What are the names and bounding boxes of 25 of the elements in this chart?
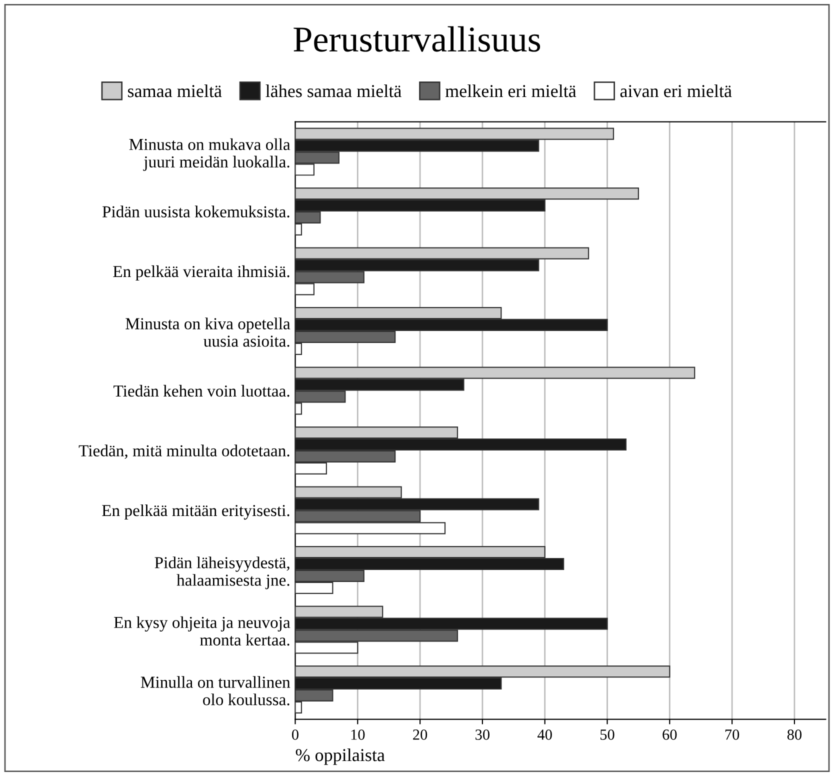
y-tick-label: En pelkää vieraita ihmisiä.: [113, 265, 290, 281]
x-axis-title: % oppilaista: [296, 748, 385, 765]
legend-label: aivan eri mieltä: [620, 84, 732, 98]
x-tick-label: 30: [476, 730, 490, 740]
legend-label: samaa mieltä: [128, 84, 222, 98]
x-tick-label: 40: [538, 730, 552, 740]
y-tick-label: Minusta on mukava olla juuri meidän luokalla.: [129, 138, 290, 171]
x-tick-label: 20: [413, 730, 428, 740]
chart-title: Perusturvallisuus: [294, 26, 540, 52]
y-tick-label: En pelkää mitään erityisesti.: [102, 504, 290, 520]
x-tick-label: 70: [725, 730, 740, 740]
x-tick-label: 60: [662, 730, 677, 740]
y-tick-label: Minulla on turvallinen olo koulussa.: [140, 676, 290, 706]
legend-label: lähes samaa mieltä: [266, 84, 402, 98]
y-tick-label: Pidän uusista kokemuksista.: [102, 206, 290, 218]
y-tick-label: En kysy ohjeita ja neuvoja monta kertaa.: [114, 616, 290, 646]
x-tick-label: 50: [600, 730, 614, 740]
legend-label: melkein eri mieltä: [445, 84, 576, 98]
y-tick-label: Tiedän, mitä minulta odotetaan.: [78, 444, 290, 459]
x-tick-label: 80: [787, 730, 802, 740]
y-tick-label: Tiedän kehen voin luottaa.: [114, 384, 290, 397]
x-tick-label: 0: [292, 730, 298, 740]
x-tick-label: 10: [351, 730, 365, 740]
y-tick-label: Minusta on kiva opetella uusia asioita.: [126, 318, 290, 347]
y-tick-label: Pidän läheisyydestä, halaamisesta jne.: [154, 556, 290, 590]
